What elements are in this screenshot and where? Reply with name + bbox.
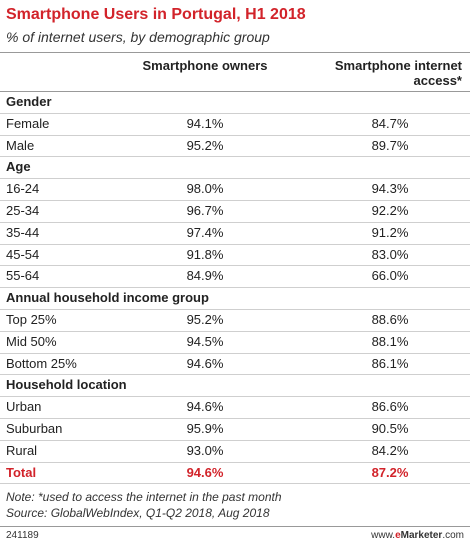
cell: Annual household income group	[6, 290, 209, 306]
cell: 16-24	[6, 181, 40, 197]
cell: Female	[6, 115, 50, 131]
cell: 97.4%	[186, 224, 224, 240]
rule	[0, 526, 470, 527]
cell: Total	[6, 464, 37, 480]
cell: 84.7%	[371, 115, 409, 131]
cell: 66.0%	[371, 268, 409, 284]
table-row: Urban 94.6% 86.6%	[0, 397, 470, 419]
subtitle: % of internet users, by demographic grou…	[6, 29, 270, 45]
cell: Male	[6, 137, 35, 153]
table-row: 35-44 97.4% 91.2%	[0, 223, 470, 245]
cell: 94.6%	[186, 464, 224, 480]
cell: 95.2%	[186, 312, 224, 327]
cell: 89.7%	[371, 137, 409, 153]
cell: 88.6%	[371, 312, 409, 327]
table-row: Female 94.1% 84.7%	[0, 114, 470, 136]
brand-part: e	[395, 530, 401, 541]
cell: Mid 50%	[6, 333, 57, 349]
rule	[0, 91, 470, 92]
source: Source: GlobalWebIndex, Q1-Q2 2018, Aug …	[6, 506, 270, 520]
brand-part: Marketer	[400, 530, 443, 541]
cell: 95.2%	[186, 137, 224, 153]
cell: 45-54	[6, 246, 40, 262]
cell: Age	[6, 159, 31, 175]
cell: 94.1%	[186, 115, 224, 131]
cell: 94.3%	[371, 181, 409, 197]
rule	[0, 52, 470, 53]
cell: 83.0%	[371, 246, 409, 262]
brand: www.eMarketer.com	[371, 530, 464, 541]
chart-id: 241189	[6, 530, 39, 541]
table-row: Bottom 25% 94.6% 86.1%	[0, 354, 470, 376]
table-row: Top 25% 95.2% 88.6%	[0, 310, 470, 332]
section-row: Household location	[0, 375, 470, 398]
cell: 93.0%	[186, 442, 224, 458]
table-row: Rural 93.0% 84.2%	[0, 441, 470, 463]
cell: 86.6%	[371, 399, 409, 415]
cell: 84.9%	[186, 268, 224, 284]
table-row: Total 94.6% 87.2%	[0, 463, 470, 485]
section-row: Age	[0, 157, 470, 180]
table-row: 16-24 98.0% 94.3%	[0, 179, 470, 201]
cell: 91.8%	[186, 246, 224, 262]
cell: 90.5%	[371, 421, 409, 436]
cell: Bottom 25%	[6, 355, 77, 371]
table-row: 25-34 96.7% 92.2%	[0, 201, 470, 223]
cell: 84.2%	[371, 442, 409, 458]
cell: 94.6%	[186, 399, 224, 415]
table-row: Male 95.2% 89.7%	[0, 136, 470, 158]
cell: 95.9%	[186, 421, 224, 436]
cell: 98.0%	[186, 181, 224, 197]
cell: 91.2%	[371, 224, 409, 240]
cell: Rural	[6, 442, 38, 458]
brand-part: www.	[371, 530, 396, 541]
cell: 94.6%	[186, 355, 224, 371]
table-row: Suburban 95.9% 90.5%	[0, 419, 470, 441]
column-header: Smartphone owners	[142, 58, 268, 73]
column-header: Smartphone internet access*	[334, 58, 462, 88]
cell: 86.1%	[371, 355, 409, 371]
cell: 92.2%	[371, 203, 409, 218]
section-row: Gender	[0, 92, 470, 114]
section-row: Annual household income group	[0, 288, 470, 310]
cell: Suburban	[6, 421, 63, 436]
cell: Top 25%	[6, 312, 57, 327]
cell: Household location	[6, 377, 127, 393]
cell: 87.2%	[371, 464, 409, 480]
note: Note: *used to access the internet in th…	[6, 490, 282, 504]
cell: 25-34	[6, 203, 40, 218]
table-row: 45-54 91.8% 83.0%	[0, 245, 470, 267]
table-row: 55-64 84.9% 66.0%	[0, 266, 470, 289]
cell: 94.5%	[186, 333, 224, 349]
cell: Urban	[6, 399, 42, 415]
table-row: Mid 50% 94.5% 88.1%	[0, 332, 470, 354]
cell: 88.1%	[371, 333, 409, 349]
title: Smartphone Users in Portugal, H1 2018	[6, 6, 306, 23]
cell: 55-64	[6, 268, 40, 284]
brand-part: .com	[442, 530, 464, 541]
cell: Gender	[6, 94, 52, 109]
cell: 35-44	[6, 224, 40, 240]
cell: 96.7%	[186, 203, 224, 218]
